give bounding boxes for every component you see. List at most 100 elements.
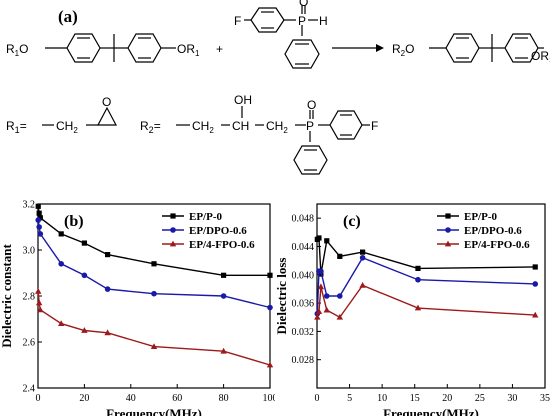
series-line bbox=[316, 236, 536, 275]
data-point bbox=[35, 203, 41, 209]
legend-marker bbox=[170, 227, 176, 233]
plot-frame bbox=[316, 203, 546, 389]
atom-label: P bbox=[298, 14, 306, 28]
atom-label: P bbox=[306, 119, 314, 133]
x-tick-label: 60 bbox=[172, 393, 182, 404]
x-tick-label: 40 bbox=[126, 393, 136, 404]
x-tick-label: 100 bbox=[263, 393, 276, 404]
data-point bbox=[37, 231, 44, 237]
y-axis-label: Dielectric constant bbox=[0, 244, 14, 348]
x-tick-label: 20 bbox=[442, 393, 452, 404]
data-point bbox=[150, 343, 158, 349]
data-point bbox=[267, 272, 273, 278]
y-tick-label: 0.044 bbox=[292, 242, 315, 253]
y-axis-label: Dielectric loss bbox=[275, 258, 289, 335]
data-point bbox=[360, 249, 366, 255]
legend-entry: EP/4-FPO-0.6 bbox=[162, 239, 255, 251]
data-point bbox=[316, 235, 322, 241]
data-point bbox=[58, 261, 64, 267]
atom-label: R1O bbox=[6, 42, 28, 58]
data-point bbox=[414, 304, 422, 311]
x-tick-label: 5 bbox=[347, 393, 352, 404]
data-point bbox=[415, 276, 421, 283]
data-point bbox=[35, 288, 42, 294]
atom-label: H bbox=[319, 14, 328, 28]
x-tick-label: 10 bbox=[377, 393, 387, 404]
data-point bbox=[337, 293, 343, 299]
legend-label: EP/DPO-0.6 bbox=[464, 225, 522, 237]
series-ep-dpo-0-6 bbox=[35, 217, 273, 311]
y-tick-label: 2.8 bbox=[23, 292, 36, 303]
data-point bbox=[220, 293, 227, 299]
data-point bbox=[336, 313, 343, 320]
reaction-arrow bbox=[332, 44, 384, 52]
y-tick-label: 2.4 bbox=[23, 384, 36, 395]
data-point bbox=[415, 265, 421, 271]
series-line bbox=[37, 291, 271, 366]
data-point bbox=[105, 252, 111, 258]
data-point bbox=[104, 329, 111, 336]
legend-marker bbox=[445, 213, 451, 219]
legend-entry: EP/4-FPO-0.6 bbox=[437, 239, 530, 251]
data-point bbox=[220, 347, 227, 354]
series-ep-4-fpo-0-6 bbox=[35, 288, 274, 368]
legend-entry: EP/DPO-0.6 bbox=[437, 225, 522, 237]
legend-marker bbox=[445, 227, 451, 233]
data-point bbox=[314, 313, 321, 320]
x-tick-label: 20 bbox=[79, 393, 89, 404]
legend-marker bbox=[169, 240, 177, 247]
legend-label: EP/4-FPO-0.6 bbox=[189, 239, 255, 251]
phosphorus-substituent-structure bbox=[176, 106, 370, 175]
data-point bbox=[81, 327, 88, 333]
atom-label: OR1 bbox=[531, 49, 550, 64]
legend-entry: EP/P-0 bbox=[162, 211, 222, 223]
series-ep-4-fpo-0-6 bbox=[314, 281, 539, 320]
data-point bbox=[151, 261, 157, 267]
data-point bbox=[221, 272, 227, 278]
data-point bbox=[37, 306, 44, 313]
bisphenol-epoxy-structure bbox=[45, 33, 176, 63]
legend-marker bbox=[444, 240, 452, 247]
atom-label: O bbox=[102, 95, 111, 109]
x-axis-label: Frequency(MHz) bbox=[106, 406, 202, 416]
panel-label-a: (a) bbox=[58, 7, 78, 26]
data-point bbox=[315, 308, 323, 314]
x-tick-label: 0 bbox=[315, 393, 320, 404]
atom-label: O bbox=[307, 98, 316, 112]
data-point bbox=[317, 283, 325, 290]
y-tick-label: 0.048 bbox=[292, 214, 315, 225]
legend-marker bbox=[170, 213, 176, 219]
data-point bbox=[318, 268, 324, 275]
data-point bbox=[36, 210, 42, 216]
y-tick-label: 0.040 bbox=[292, 270, 315, 281]
atom-label: CH bbox=[232, 119, 249, 133]
x-tick-label: 35 bbox=[540, 393, 550, 404]
y-tick-label: 3.2 bbox=[23, 200, 36, 211]
glycidyl-group bbox=[42, 106, 117, 126]
plus-sign: + bbox=[216, 42, 223, 56]
legend-label: EP/P-0 bbox=[464, 211, 497, 223]
y-tick-label: 0.032 bbox=[292, 327, 315, 338]
x-tick-label: 30 bbox=[507, 393, 517, 404]
data-point bbox=[532, 311, 539, 318]
y-tick-label: 3.0 bbox=[23, 246, 36, 257]
series-line bbox=[316, 256, 536, 314]
data-point bbox=[337, 253, 343, 259]
data-point bbox=[323, 306, 330, 313]
chart-dielectric-constant: 0 20 40 60 80 100 2.4 2.6 2.8 3.0 3.2 Frequency(MHz… bbox=[0, 200, 276, 416]
data-point bbox=[81, 240, 87, 246]
y-tick-label: 0.036 bbox=[292, 299, 315, 310]
y-tick-label: 0.028 bbox=[292, 355, 315, 366]
data-point bbox=[323, 293, 330, 299]
data-point bbox=[532, 264, 538, 270]
data-point bbox=[359, 281, 366, 288]
data-point bbox=[58, 320, 65, 326]
panel-label: (b) bbox=[64, 213, 84, 230]
reaction-scheme: (a) R1O OR1 + F P O H bbox=[6, 0, 550, 175]
data-point bbox=[36, 224, 42, 230]
data-point bbox=[58, 231, 64, 237]
series-line bbox=[316, 284, 536, 319]
data-point bbox=[359, 254, 366, 261]
legend-label: EP/DPO-0.6 bbox=[189, 225, 247, 237]
data-point bbox=[532, 281, 539, 287]
